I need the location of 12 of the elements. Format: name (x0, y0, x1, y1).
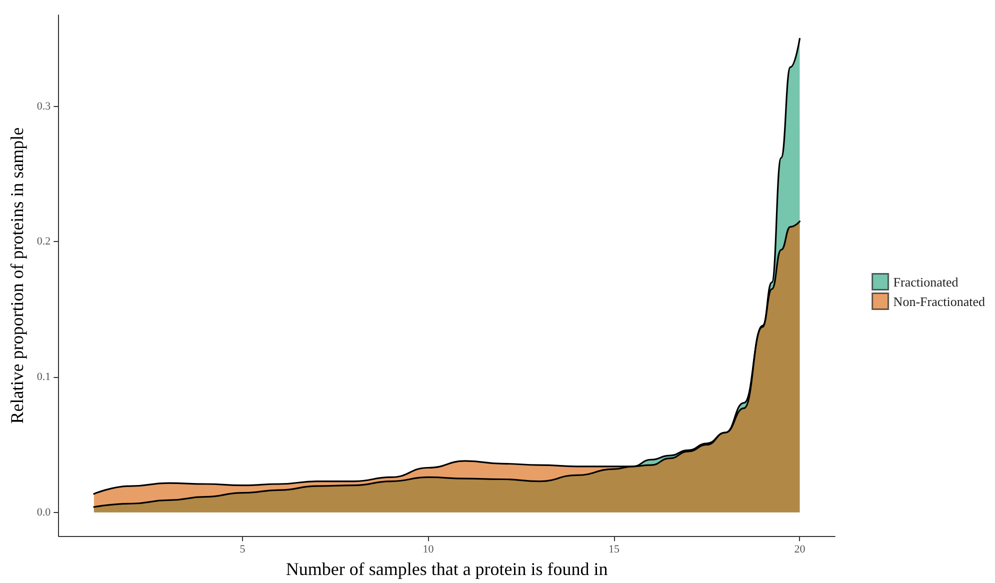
legend-label: Non-Fractionated (893, 294, 986, 309)
y-tick-label: 0.2 (36, 236, 51, 248)
y-tick-label: 0.0 (36, 506, 52, 518)
x-tick-label: 15 (608, 544, 620, 556)
y-tick-label: 0.3 (36, 100, 52, 112)
x-tick-label: 20 (794, 544, 806, 556)
y-tick-label: 0.1 (36, 371, 51, 384)
legend-label: Fractionated (893, 274, 959, 290)
x-tick-label: 5 (240, 544, 246, 556)
x-axis-title: Number of samples that a protein is found in (286, 559, 608, 579)
y-axis-title: Relative proportion of proteins in sample (7, 127, 27, 424)
x-tick-label: 10 (422, 544, 434, 556)
